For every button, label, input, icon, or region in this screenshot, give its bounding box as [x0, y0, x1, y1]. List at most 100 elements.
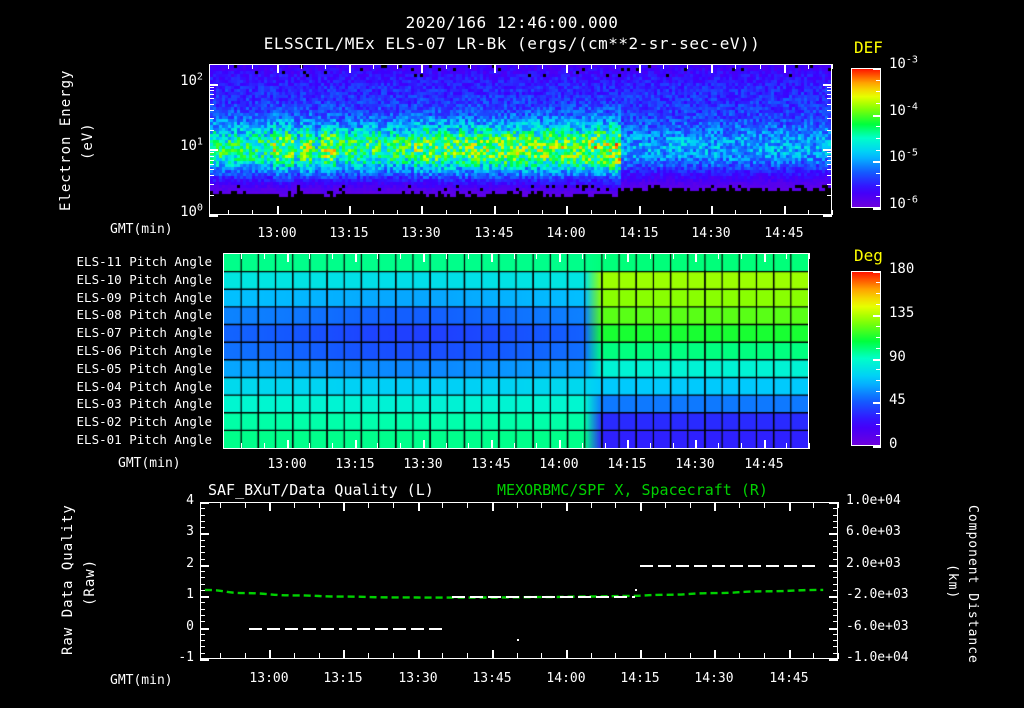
bottom-xtick-minor	[665, 653, 666, 659]
top-ytick-minor	[209, 175, 214, 176]
deg-colorbar-tick	[873, 271, 881, 273]
bottom-right-tick-minor	[833, 552, 838, 553]
mid-xtick-minor	[377, 443, 378, 449]
bottom-left-tick-label: -1	[178, 650, 194, 665]
def-colorbar-tick	[873, 208, 881, 210]
top-xtick	[421, 206, 423, 215]
deg-colorbar-tick	[873, 446, 881, 448]
bottom-right-tick-label: 1.0e+04	[846, 493, 901, 508]
bottom-left-tick	[200, 628, 209, 630]
top-ytick-minor	[827, 90, 832, 91]
top-ytick-minor	[209, 90, 214, 91]
top-ytick-minor	[209, 104, 214, 105]
top-xtick-minor	[252, 64, 253, 69]
top-xtick-minor	[808, 64, 809, 69]
top-xtick	[349, 64, 351, 73]
bottom-right-tick-minor	[833, 602, 838, 603]
bottom-left-tick-minor	[200, 621, 205, 622]
top-ytick-minor	[209, 169, 214, 170]
data-quality-segment	[640, 565, 818, 567]
top-xtick-minor	[591, 210, 592, 215]
mid-xtick-minor	[650, 443, 651, 449]
bottom-panel-y2label: Component Distance	[965, 505, 980, 664]
data-quality-panel[interactable]	[200, 502, 838, 659]
bottom-left-tick-minor	[200, 602, 205, 603]
mid-xtick	[491, 440, 493, 449]
top-ytick-minor	[827, 195, 832, 196]
bottom-xtick-label: 14:30	[694, 671, 734, 686]
deg-colorbar-tick-minor	[876, 337, 881, 338]
bottom-xtick	[714, 502, 716, 511]
bottom-left-tick-label: 3	[186, 524, 194, 539]
deg-colorbar-label: 0	[889, 436, 898, 452]
bottom-right-tick-minor	[833, 640, 838, 641]
pitch-angle-panel[interactable]	[223, 253, 809, 449]
bottom-left-tick-minor	[200, 640, 205, 641]
bottom-left-tick	[200, 659, 209, 661]
top-xtick-minor	[470, 210, 471, 215]
mid-xtick	[491, 253, 493, 262]
bottom-xtick-minor	[764, 502, 765, 508]
bottom-xtick-minor	[319, 502, 320, 508]
bottom-left-tick-minor	[200, 527, 205, 528]
bottom-xtick-minor	[739, 502, 740, 508]
deg-colorbar-tick-minor	[876, 391, 881, 392]
bottom-right-tick-minor	[833, 615, 838, 616]
top-xtick	[711, 64, 713, 73]
bottom-xtick-minor	[467, 502, 468, 508]
mid-xtick-minor	[377, 253, 378, 259]
bottom-xtick-label: 13:00	[249, 671, 289, 686]
top-xtick-minor	[615, 64, 616, 69]
mid-xtick-label: 13:15	[335, 457, 375, 472]
top-xtick	[277, 64, 279, 73]
def-colorbar-tick	[873, 68, 881, 70]
top-xtick	[566, 64, 568, 73]
bottom-right-tick-minor	[833, 540, 838, 541]
deg-colorbar-tick-minor	[876, 424, 881, 425]
page-subtitle: ELSSCIL/MEx ELS-07 LR-Bk (ergs/(cm**2-sr…	[263, 34, 761, 53]
mid-xtick-minor	[786, 253, 787, 259]
mid-xtick	[559, 440, 561, 449]
top-xtick	[639, 64, 641, 73]
spacecraft-distance-trace	[204, 588, 824, 599]
bottom-xtick-minor	[393, 653, 394, 659]
mid-xtick-label: 13:30	[403, 457, 443, 472]
bottom-xtick	[789, 650, 791, 659]
mid-xtick	[423, 253, 425, 262]
top-xtick-minor	[735, 210, 736, 215]
bottom-xtick-minor	[517, 653, 518, 659]
top-xtick-minor	[446, 64, 447, 69]
bottom-xtick-minor	[393, 502, 394, 508]
top-xtick-label: 13:00	[257, 226, 297, 241]
bottom-right-tick	[829, 502, 838, 504]
def-colorbar-tick	[873, 115, 881, 117]
mid-xtick-minor	[446, 253, 447, 259]
top-xtick-label: 14:00	[546, 226, 586, 241]
mid-xtick-minor	[536, 253, 537, 259]
electron-energy-spectrogram-panel[interactable]	[209, 64, 832, 215]
bottom-right-tick-minor	[833, 577, 838, 578]
top-ytick-minor	[209, 110, 214, 111]
deg-colorbar-tick-minor	[876, 326, 881, 327]
mid-xtick	[355, 440, 357, 449]
top-xtick-minor	[832, 210, 833, 215]
bottom-right-tick-label: -2.0e+03	[846, 587, 909, 602]
mid-xtick-minor	[332, 253, 333, 259]
top-ytick-major	[209, 215, 218, 217]
def-colorbar-label: 10-5	[889, 147, 918, 165]
bottom-left-tick-minor	[200, 577, 205, 578]
pitch-angle-row-label: ELS-11 Pitch Angle	[76, 254, 212, 269]
bottom-xtick-minor	[220, 653, 221, 659]
top-ytick-major	[209, 84, 218, 86]
def-colorbar-tick-minor	[876, 196, 881, 197]
bottom-xtick-minor	[591, 653, 592, 659]
pitch-angle-row-label: ELS-01 Pitch Angle	[76, 432, 212, 447]
bottom-left-tick-minor	[200, 546, 205, 547]
mid-xtick-minor	[400, 253, 401, 259]
bottom-left-tick-label: 2	[186, 556, 194, 571]
deg-colorbar-title: Deg	[854, 246, 883, 265]
deg-colorbar-tick	[873, 315, 881, 317]
bottom-right-tick-minor	[833, 590, 838, 591]
top-ytick-minor	[827, 130, 832, 131]
mid-xtick-minor	[605, 443, 606, 449]
